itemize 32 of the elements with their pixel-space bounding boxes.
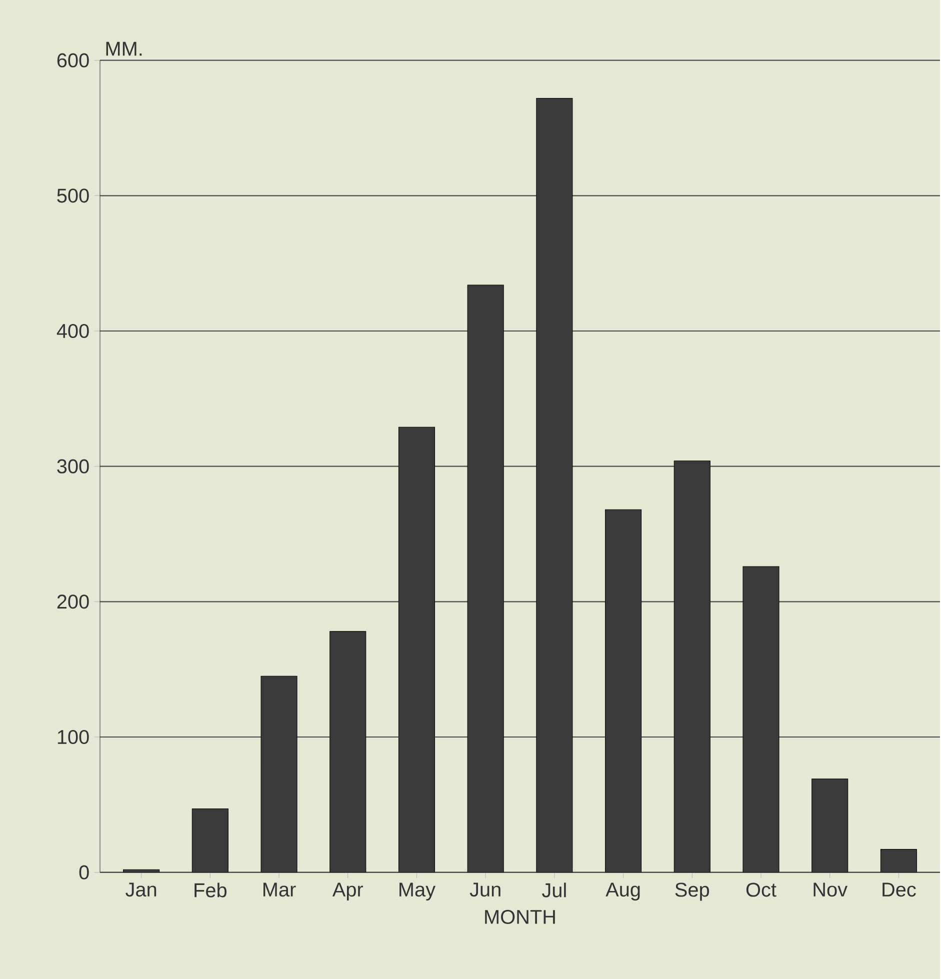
bar: [536, 98, 573, 872]
y-tick-label: 600: [58, 53, 90, 68]
bar: [398, 426, 436, 872]
bar: [605, 509, 642, 872]
y-tick-label: 400: [57, 324, 90, 338]
x-tick-label: May: [400, 882, 436, 901]
x-tick-label: Sep: [676, 882, 710, 901]
bar: [330, 631, 366, 872]
y-tick-label: 0: [80, 865, 90, 880]
bar: [260, 676, 298, 872]
bar: [742, 566, 780, 872]
x-axis-title: MONTH: [485, 910, 556, 924]
y-axis-title: MM.: [106, 42, 142, 56]
x-tick-label: Aug: [606, 882, 640, 901]
x-tick-label: Jun: [470, 882, 501, 897]
x-tick-label: Jul: [542, 882, 566, 898]
bar: [192, 808, 229, 872]
y-tick-label: 100: [58, 730, 90, 744]
x-tick-label: Feb: [194, 882, 227, 898]
bar: [674, 460, 711, 872]
bar: [880, 849, 918, 872]
x-tick-label: Dec: [882, 882, 916, 897]
x-tick-label: Oct: [746, 882, 777, 897]
y-tick-label: 200: [58, 594, 90, 609]
x-tick-label: Apr: [332, 882, 364, 901]
x-tick-label: Nov: [814, 882, 848, 897]
x-tick-label: Jan: [126, 882, 156, 897]
x-tick-label: Mar: [264, 882, 296, 897]
y-tick-label: 500: [57, 188, 90, 203]
bar: [468, 284, 504, 872]
y-tick-label: 300: [57, 459, 90, 474]
bar: [812, 778, 848, 872]
